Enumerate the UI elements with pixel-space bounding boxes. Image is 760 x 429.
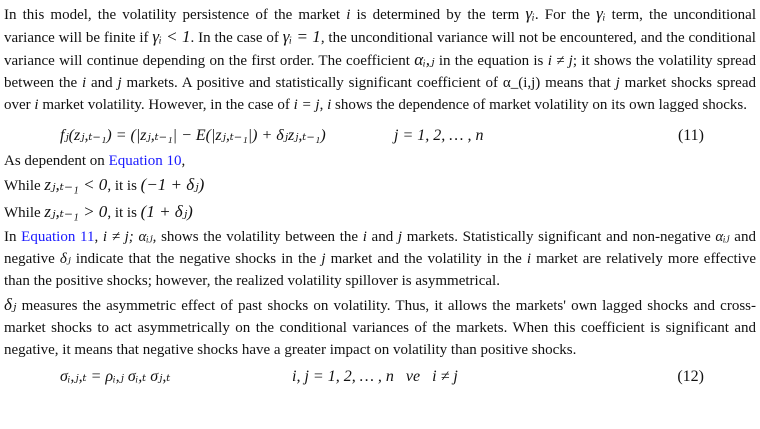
text: market are relatively more effective tha… xyxy=(4,251,756,289)
text: shows the volatility between the xyxy=(156,229,363,245)
paragraph-equation-11: In Equation 11, i ≠ j; αᵢⱼ, shows the vo… xyxy=(4,226,756,292)
math-inequality: i ≠ j xyxy=(547,53,573,69)
text: , xyxy=(319,97,328,113)
document-page: In this model, the volatility persistenc… xyxy=(4,3,756,391)
text: and negative xyxy=(4,229,756,267)
equation-11: fⱼ(zⱼ,ₜ₋₁) = (|zⱼ,ₜ₋₁| − E(|zⱼ,ₜ₋₁|) + δ… xyxy=(4,122,756,150)
text: In xyxy=(4,229,22,245)
paragraph-volatility-persistence: In this model, the volatility persistenc… xyxy=(4,3,756,116)
text: In this model, the volatility persistenc… xyxy=(4,7,347,23)
text: . In the case of xyxy=(190,30,283,46)
math-i: i xyxy=(82,75,87,91)
equation-10-link[interactable]: Equation 10 xyxy=(108,153,182,169)
text: market shocks spread over xyxy=(4,75,756,113)
text: . For the xyxy=(534,7,597,23)
text: , xyxy=(94,229,103,245)
while-negative: While zⱼ,ₜ₋₁ < 0, it is (−1 + δⱼ) xyxy=(4,172,756,199)
math-condition: zⱼ,ₜ₋₁ > 0 xyxy=(44,202,108,221)
text: While xyxy=(4,178,45,194)
text: As dependent on xyxy=(4,153,109,169)
equation-12-number: (12) xyxy=(677,368,704,385)
text: ; it shows the volatility spread between… xyxy=(4,53,756,91)
math-condition: γᵢ = 1 xyxy=(282,27,321,46)
math-alpha: αᵢⱼ xyxy=(715,229,730,245)
math-delta: δⱼ xyxy=(59,251,71,267)
math-condition: zⱼ,ₜ₋₁ < 0 xyxy=(44,175,108,194)
while-positive: While zⱼ,ₜ₋₁ > 0, it is (1 + δⱼ) xyxy=(4,199,756,226)
math-i: i xyxy=(526,251,532,267)
text: markets. A positive and statistically si… xyxy=(121,75,616,91)
text: , the unconditional variance will not be… xyxy=(4,30,756,69)
math-value: (−1 + δⱼ) xyxy=(140,175,205,194)
text: measures the asymmetric effect of past s… xyxy=(4,298,756,358)
math-alpha: αᵢ,ⱼ xyxy=(414,50,435,69)
math-gamma: γᵢ xyxy=(525,4,535,23)
math-i: i xyxy=(327,97,332,113)
math-delta: δⱼ xyxy=(4,295,17,314)
math-i: i xyxy=(362,229,367,245)
math-condition: γᵢ < 1 xyxy=(152,27,191,46)
math-i: i xyxy=(34,97,39,113)
math-i: i xyxy=(346,7,351,23)
math-value: (1 + δⱼ) xyxy=(140,202,193,221)
text: market and the volatility in the xyxy=(325,251,527,267)
math-gamma: γᵢ xyxy=(596,4,606,23)
text: is determined by the term xyxy=(350,7,526,23)
text: , it is xyxy=(107,178,141,194)
equation-11-formula: fⱼ(zⱼ,ₜ₋₁) = (|zⱼ,ₜ₋₁| − E(|zⱼ,ₜ₋₁|) + δ… xyxy=(60,127,326,144)
math-j: j xyxy=(321,251,326,267)
paragraph-dependent: As dependent on Equation 10, xyxy=(4,150,756,172)
math-j: j xyxy=(117,75,122,91)
math-j: j xyxy=(615,75,620,91)
text: market volatility. However, in the case … xyxy=(38,97,294,113)
equation-12-formula: σᵢ,ⱼ,ₜ = ρᵢ,ⱼ σᵢ,ₜ σⱼ,ₜ xyxy=(60,368,171,385)
text: indicate that the negative shocks in the xyxy=(70,251,322,267)
math-inequality: i ≠ j; αᵢⱼ, xyxy=(102,229,157,245)
text: markets. Statistically significant and n… xyxy=(402,229,716,245)
text: , it is xyxy=(107,205,141,221)
text: and xyxy=(366,229,398,245)
equation-11-range: j = 1, 2, … , n xyxy=(394,127,484,144)
math-equality: i = j xyxy=(293,97,320,113)
text: and xyxy=(86,75,118,91)
text: term, the unconditional variance will be… xyxy=(4,7,756,46)
math-j: j xyxy=(397,229,403,245)
text: , xyxy=(181,153,186,169)
equation-12: σᵢ,ⱼ,ₜ = ρᵢ,ⱼ σᵢ,ₜ σⱼ,ₜ i, j = 1, 2, … ,… xyxy=(4,363,756,391)
equation-12-range: i, j = 1, 2, … , n ve i ≠ j xyxy=(292,368,458,385)
paragraph-delta: δⱼ measures the asymmetric effect of pas… xyxy=(4,294,756,361)
equation-11-link[interactable]: Equation 11 xyxy=(21,229,95,245)
text: While xyxy=(4,205,45,221)
text: in the equation is xyxy=(434,53,548,69)
text: shows the dependence of market volatilit… xyxy=(331,97,747,113)
equation-11-number: (11) xyxy=(677,127,704,144)
